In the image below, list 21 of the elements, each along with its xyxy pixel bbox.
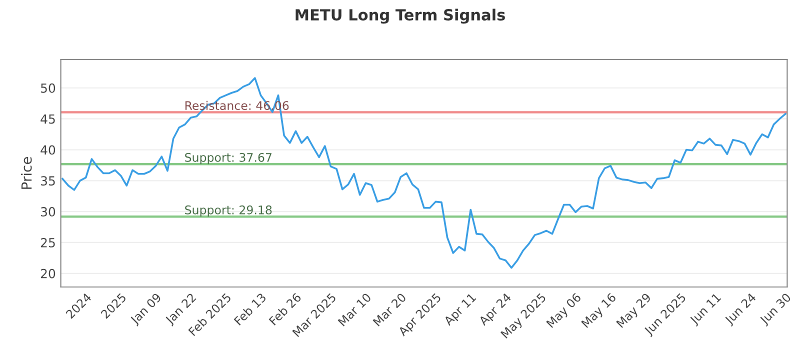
x-tick-label: Apr 11 bbox=[443, 292, 478, 328]
y-tick-label: 30 bbox=[40, 207, 56, 217]
x-tick-label: Mar 20 bbox=[372, 292, 407, 327]
x-tick-label: Jan 09 bbox=[129, 292, 164, 326]
line-series bbox=[62, 77, 786, 269]
y-axis-title: Price bbox=[21, 157, 32, 189]
x-tick-label: Feb 13 bbox=[234, 292, 267, 326]
y-tick-label: 20 bbox=[40, 268, 56, 278]
ref-line-label: Support: 29.18 bbox=[185, 205, 272, 217]
x-tick-label: Jun 24 bbox=[724, 292, 758, 327]
x-tick-label: Jun 30 bbox=[758, 292, 793, 327]
y-tick-label: 50 bbox=[40, 83, 56, 93]
chart-title: METU Long Term Signals bbox=[296, 8, 505, 24]
y-tick-label: 45 bbox=[40, 114, 55, 124]
y-tick-label: 25 bbox=[40, 238, 55, 248]
x-tick-label: Mar 10 bbox=[338, 292, 372, 327]
y-tick-label: 40 bbox=[40, 145, 56, 155]
y-tick-label: 35 bbox=[40, 176, 55, 186]
ref-line-label: Support: 37.67 bbox=[185, 152, 272, 164]
x-tick-label: Jun 11 bbox=[689, 292, 723, 327]
x-tick-label: Feb 26 bbox=[268, 292, 302, 326]
